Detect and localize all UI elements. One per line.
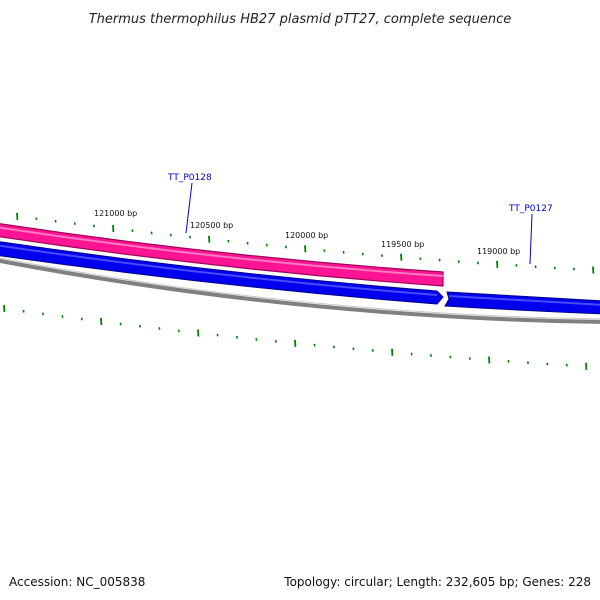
accession-text: Accession: NC_005838 [9, 575, 145, 589]
map-title: Thermus thermophilus HB27 plasmid pTT27,… [89, 12, 512, 27]
bp-label-120500: 120500 bp [190, 221, 233, 230]
gene-feature-reverse-left-shine [0, 244, 438, 296]
gene-feature-reverse-left[interactable] [0, 241, 444, 305]
gene-leader-line-tt-p0127 [529, 213, 533, 265]
bp-label-121000: 121000 bp [94, 209, 137, 218]
bp-label-119000: 119000 bp [477, 247, 520, 256]
gene-feature-reverse-right-shine [448, 295, 600, 306]
gene-label-tt-p0128[interactable]: TT_P0128 [167, 173, 212, 183]
gene-leader-line-tt-p0128 [185, 182, 193, 234]
summary-text: Topology: circular; Length: 232,605 bp; … [283, 575, 591, 589]
outer-tick-track [16, 212, 595, 274]
bp-label-120000: 120000 bp [285, 231, 328, 240]
gene-feature-forward-shine [0, 226, 444, 277]
gene-label-tt-p0127[interactable]: TT_P0127 [508, 204, 553, 214]
gene-feature-forward[interactable] [0, 223, 444, 287]
backbone-highlight [0, 257, 600, 320]
bp-label-119500: 119500 bp [381, 240, 424, 249]
inner-tick-track [3, 305, 588, 370]
backbone-track [0, 258, 600, 324]
